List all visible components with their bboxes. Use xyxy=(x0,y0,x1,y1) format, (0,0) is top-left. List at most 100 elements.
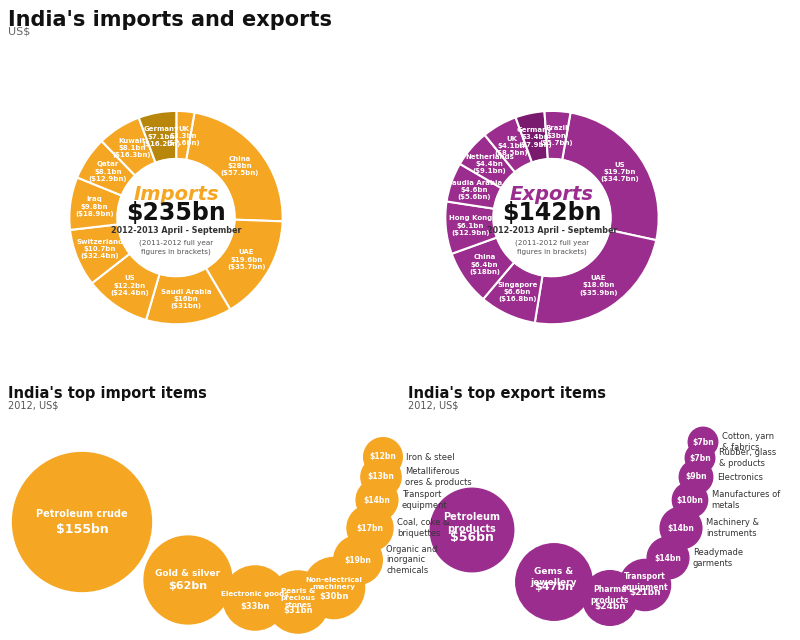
Text: Switzerland
$10.7bn
($32.4bn): Switzerland $10.7bn ($32.4bn) xyxy=(77,239,123,259)
Circle shape xyxy=(334,536,382,584)
Text: Pharma
products: Pharma products xyxy=(591,586,629,605)
Text: (2011-2012 full year
figures in brackets): (2011-2012 full year figures in brackets… xyxy=(515,240,589,255)
Wedge shape xyxy=(562,113,658,240)
Text: $33bn: $33bn xyxy=(240,602,270,611)
Wedge shape xyxy=(446,202,497,254)
Text: $7bn: $7bn xyxy=(689,454,711,463)
Text: US
$19.7bn
($34.7bn): US $19.7bn ($34.7bn) xyxy=(601,161,639,182)
Text: (2011-2012 full year
figures in brackets): (2011-2012 full year figures in brackets… xyxy=(139,240,213,255)
Text: Petroleum crude: Petroleum crude xyxy=(36,509,128,519)
Text: $21bn: $21bn xyxy=(629,588,661,597)
Circle shape xyxy=(647,537,689,579)
Text: Pearls &
precious
stones: Pearls & precious stones xyxy=(281,588,315,608)
Text: Organic and
inorganic
chemicals: Organic and inorganic chemicals xyxy=(386,545,438,575)
Text: Transport
equipment: Transport equipment xyxy=(402,490,448,509)
Text: Cotton, yarn
& fabrics: Cotton, yarn & fabrics xyxy=(722,432,774,452)
Text: Singapore
$6.6bn
($16.8bn): Singapore $6.6bn ($16.8bn) xyxy=(498,282,538,303)
Text: Machinery &
instruments: Machinery & instruments xyxy=(706,518,759,538)
Text: Electronic goods: Electronic goods xyxy=(221,591,289,597)
Wedge shape xyxy=(534,230,656,324)
Text: $14bn: $14bn xyxy=(363,495,390,504)
Circle shape xyxy=(356,479,398,521)
Text: India's imports and exports: India's imports and exports xyxy=(8,10,332,29)
Circle shape xyxy=(303,557,365,619)
Wedge shape xyxy=(77,141,135,196)
Text: Iron & steel: Iron & steel xyxy=(406,452,455,461)
Text: Gold & silver: Gold & silver xyxy=(155,570,221,579)
Wedge shape xyxy=(206,220,282,310)
Text: 2012-2013 April - September: 2012-2013 April - September xyxy=(110,226,242,235)
Text: $155bn: $155bn xyxy=(56,524,108,536)
Wedge shape xyxy=(485,117,532,172)
Text: $62bn: $62bn xyxy=(169,581,207,591)
Text: Iraq
$9.8bn
($18.9bn): Iraq $9.8bn ($18.9bn) xyxy=(75,196,114,217)
Text: China
$6.4bn
($18bn): China $6.4bn ($18bn) xyxy=(469,254,500,275)
Text: $24bn: $24bn xyxy=(594,602,626,611)
Circle shape xyxy=(118,159,234,276)
Text: $12bn: $12bn xyxy=(370,452,397,461)
Text: Manufactures of
metals: Manufactures of metals xyxy=(712,490,780,509)
Wedge shape xyxy=(515,111,548,163)
Wedge shape xyxy=(102,118,155,175)
Text: UK
$4.1bn
($8.5bn): UK $4.1bn ($8.5bn) xyxy=(494,136,528,156)
Circle shape xyxy=(686,444,714,473)
Text: US
$12.2bn
($24.4bn): US $12.2bn ($24.4bn) xyxy=(110,275,150,296)
Text: Germany
$7.1bn
($16.2bn): Germany $7.1bn ($16.2bn) xyxy=(142,127,181,147)
Text: Electronics: Electronics xyxy=(717,472,762,481)
Circle shape xyxy=(364,438,402,476)
Text: Transport
equipment: Transport equipment xyxy=(622,572,668,592)
Text: $7bn: $7bn xyxy=(692,438,714,447)
Wedge shape xyxy=(446,164,502,209)
Circle shape xyxy=(660,507,702,549)
Text: Germany
$3.4bn
($7.9bn): Germany $3.4bn ($7.9bn) xyxy=(517,127,553,147)
Circle shape xyxy=(688,428,718,457)
Text: Imports: Imports xyxy=(133,184,219,204)
Text: $31bn: $31bn xyxy=(283,606,313,615)
Circle shape xyxy=(672,483,708,518)
Text: Non-electrical
machinery: Non-electrical machinery xyxy=(306,577,362,591)
Wedge shape xyxy=(92,253,159,320)
Text: Brazil
$3bn
($5.7bn): Brazil $3bn ($5.7bn) xyxy=(539,125,573,146)
Text: $10bn: $10bn xyxy=(677,495,703,504)
Text: Exports: Exports xyxy=(510,184,594,204)
Circle shape xyxy=(13,452,151,591)
Circle shape xyxy=(516,544,592,620)
Text: Qatar
$8.1bn
($12.9bn): Qatar $8.1bn ($12.9bn) xyxy=(89,161,127,182)
Wedge shape xyxy=(452,237,514,299)
Text: $235bn: $235bn xyxy=(126,202,226,225)
Circle shape xyxy=(430,488,514,572)
Wedge shape xyxy=(186,113,282,221)
Text: Readymade
garments: Readymade garments xyxy=(693,548,743,568)
Text: Kuwait
$8.1bn
($16.3bn): Kuwait $8.1bn ($16.3bn) xyxy=(113,138,151,159)
Text: Rubber, glass
& products: Rubber, glass & products xyxy=(718,448,776,468)
Circle shape xyxy=(494,159,610,276)
Wedge shape xyxy=(70,177,122,230)
Circle shape xyxy=(679,460,713,493)
Text: Hong Kong
$6.1bn
($12.9bn): Hong Kong $6.1bn ($12.9bn) xyxy=(449,215,492,236)
Text: $142bn: $142bn xyxy=(502,202,602,225)
Text: Saudia Arabia
$4.6bn
($5.6bn): Saudia Arabia $4.6bn ($5.6bn) xyxy=(447,180,502,200)
Text: India's top import items: India's top import items xyxy=(8,386,207,401)
Text: UAE
$19.6bn
($35.7bn): UAE $19.6bn ($35.7bn) xyxy=(227,250,266,270)
Text: India's top export items: India's top export items xyxy=(408,386,606,401)
Text: UAE
$18.6bn
($35.9bn): UAE $18.6bn ($35.9bn) xyxy=(579,275,618,296)
Text: Netherlands
$4.4bn
($9.1bn): Netherlands $4.4bn ($9.1bn) xyxy=(465,154,514,175)
Text: Saudi Arabia
$16bn
($31bn): Saudi Arabia $16bn ($31bn) xyxy=(161,289,211,309)
Text: $30bn: $30bn xyxy=(319,592,349,601)
Text: 2012, US$: 2012, US$ xyxy=(8,401,58,411)
Text: US$: US$ xyxy=(8,27,30,37)
Text: Gems &
jewellery: Gems & jewellery xyxy=(530,567,578,587)
Circle shape xyxy=(347,505,393,551)
Circle shape xyxy=(361,457,401,497)
Wedge shape xyxy=(138,111,177,163)
Text: Metalliferous
ores & products: Metalliferous ores & products xyxy=(405,467,472,486)
Circle shape xyxy=(582,571,638,625)
Wedge shape xyxy=(460,135,515,188)
Wedge shape xyxy=(176,111,194,160)
Wedge shape xyxy=(545,111,570,160)
Circle shape xyxy=(267,571,329,633)
Wedge shape xyxy=(483,262,542,323)
Text: 2012-2013 April - September: 2012-2013 April - September xyxy=(486,226,618,235)
Text: Petroleum
products: Petroleum products xyxy=(443,512,501,534)
Text: Coal, coke &
briquettes: Coal, coke & briquettes xyxy=(397,518,450,538)
